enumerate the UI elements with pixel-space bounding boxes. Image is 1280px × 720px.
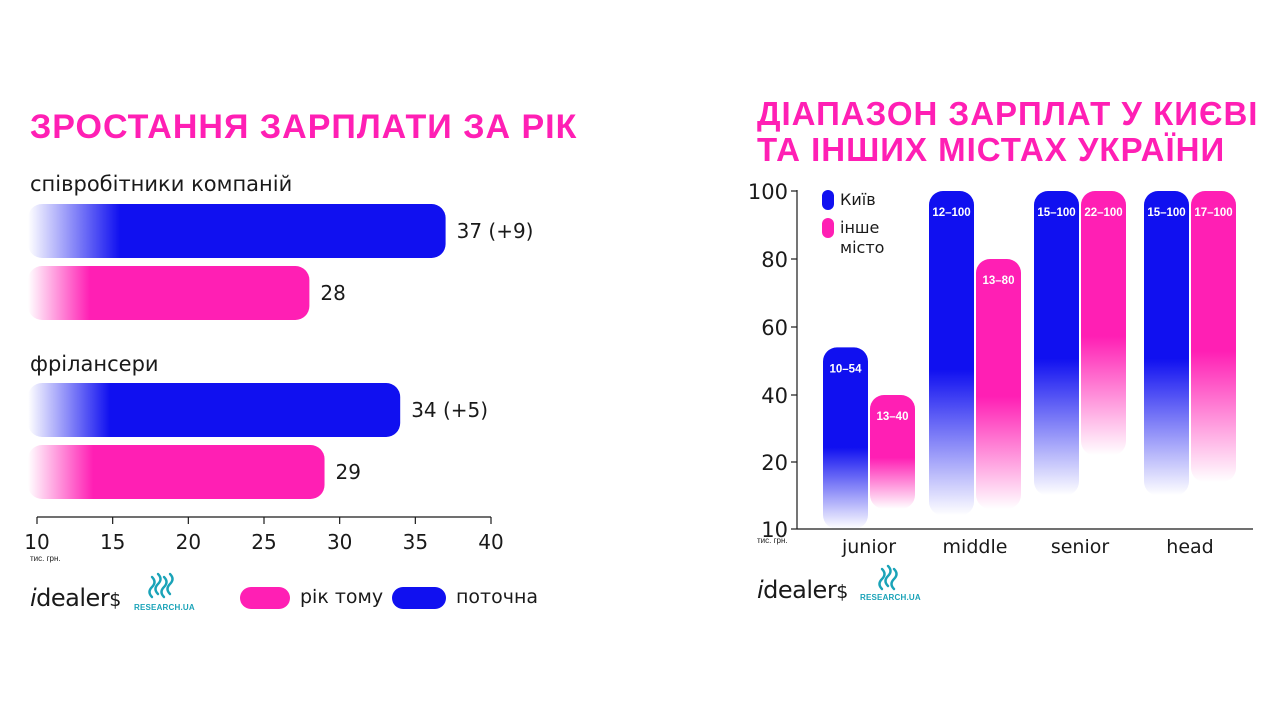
idealers-logo: idealer$ <box>30 584 121 612</box>
legend-swatch-current <box>392 587 446 609</box>
group-label-employees: співробітники компаній <box>30 172 293 196</box>
research-ua-icon <box>148 572 174 599</box>
right-title-line-2: ТА ІНШИХ МІСТАХ УКРАЇНИ <box>757 131 1226 168</box>
right-chart: 10 20 40 60 80 100 тис. грн. junior 10–54 13–40 mi… <box>748 180 1253 558</box>
x-tick-label: 40 <box>478 530 503 554</box>
y-tick-label: 10 <box>761 518 788 542</box>
bar-value-label: 34 (+5) <box>411 398 488 422</box>
range-bar-middle-1 <box>976 259 1021 509</box>
range-bar-senior-1 <box>1081 191 1126 456</box>
legend-swatch-kyiv <box>822 190 834 210</box>
y-unit-label: тис. грн. <box>757 536 788 545</box>
research-ua-icon-right <box>878 564 898 591</box>
legend-other-line-2: місто <box>840 238 885 257</box>
bar-value-label: 29 <box>336 460 361 484</box>
range-bar-label: 10–54 <box>830 363 863 375</box>
bar-value-label: 28 <box>320 281 345 305</box>
idealers-logo-right: idealer$ <box>757 576 848 604</box>
range-bar-label: 17–100 <box>1194 207 1232 219</box>
left-chart: 37 (+9) 28 34 (+5) 29 10 15 20 25 30 35 40 тис. грн… <box>24 204 534 563</box>
range-bar-label: 12–100 <box>932 207 970 219</box>
x-tick-label: 35 <box>403 530 428 554</box>
category-label-junior: junior <box>841 536 896 558</box>
legend-label-kyiv: Київ <box>840 190 876 209</box>
bar-0-0 <box>28 204 446 258</box>
y-tick-label: 100 <box>748 180 788 204</box>
category-label-senior: senior <box>1051 536 1110 558</box>
category-label-head: head <box>1166 536 1213 558</box>
bar-0-1 <box>28 266 310 320</box>
range-bar-label: 15–100 <box>1037 207 1075 219</box>
legend-swatch-last-year <box>240 587 290 609</box>
legend-label-current: поточна <box>456 586 539 608</box>
range-bar-label: 13–80 <box>983 275 1015 287</box>
y-tick-label: 20 <box>761 451 788 475</box>
right-chart-title: ДІАПАЗОН ЗАРПЛАТ У КИЄВІ ТА ІНШИХ МІСТАХ… <box>757 96 1258 168</box>
x-tick-label: 25 <box>251 530 276 554</box>
bar-1-1 <box>28 445 325 499</box>
range-bar-head-1 <box>1191 191 1236 483</box>
group-label-freelancers: фрілансери <box>30 352 159 376</box>
bar-1-0 <box>28 383 401 437</box>
research-ua-text: RESEARCH.UA <box>134 603 195 612</box>
range-bar-head-0 <box>1144 191 1189 496</box>
range-bar-label: 22–100 <box>1084 207 1122 219</box>
left-chart-title: ЗРОСТАННЯ ЗАРПЛАТИ ЗА РІК <box>30 108 578 146</box>
x-tick-label: 30 <box>327 530 352 554</box>
x-tick-label: 10 <box>24 530 49 554</box>
range-bar-senior-0 <box>1034 191 1079 496</box>
range-bar-label: 13–40 <box>877 411 909 423</box>
bar-value-label: 37 (+9) <box>457 219 534 243</box>
legend-label-last-year: рік тому <box>300 586 384 608</box>
x-tick-label: 15 <box>100 530 125 554</box>
range-bar-middle-0 <box>929 191 974 516</box>
right-title-line-1: ДІАПАЗОН ЗАРПЛАТ У КИЄВІ <box>757 95 1259 132</box>
range-bar-junior-1 <box>870 395 915 509</box>
y-tick-label: 80 <box>761 248 788 272</box>
range-bar-junior-0 <box>823 347 868 529</box>
research-ua-text-right: RESEARCH.UA <box>860 593 921 602</box>
y-tick-label: 40 <box>761 384 788 408</box>
x-tick-label: 20 <box>176 530 201 554</box>
category-label-middle: middle <box>943 536 1008 558</box>
legend-other-line-1: інше <box>840 218 880 237</box>
x-unit-label: тис. грн. <box>30 554 61 563</box>
legend-swatch-other-city <box>822 218 834 238</box>
legend-label-other-city: інше місто <box>840 218 884 258</box>
range-bar-label: 15–100 <box>1147 207 1185 219</box>
y-tick-label: 60 <box>761 316 788 340</box>
